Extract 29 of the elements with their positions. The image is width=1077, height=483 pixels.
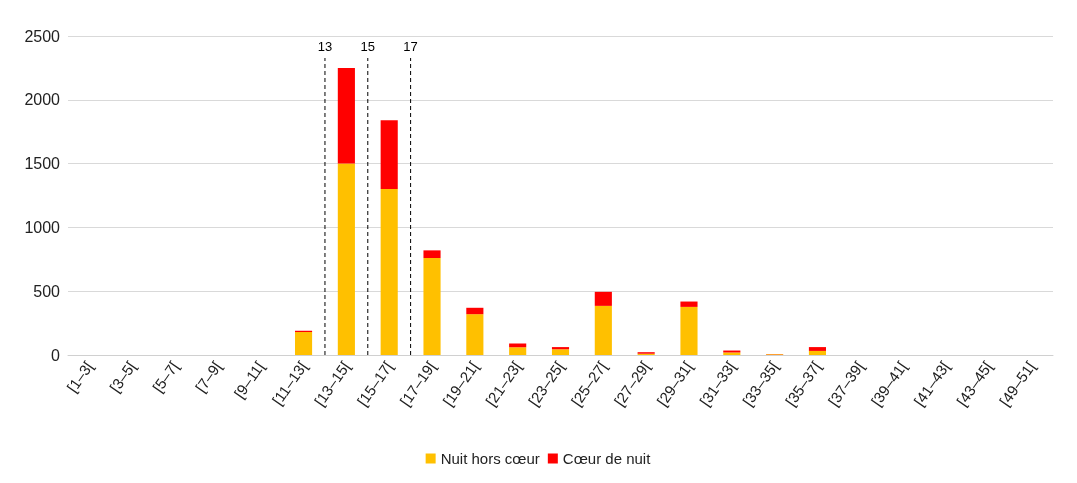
bar	[509, 347, 527, 355]
bar	[466, 307, 484, 315]
bar	[551, 349, 570, 355]
y-tick-label: 1000	[24, 218, 61, 236]
bar	[466, 314, 484, 355]
bar	[808, 350, 827, 355]
bar	[594, 291, 612, 306]
bar	[423, 258, 441, 355]
bar	[380, 120, 398, 190]
bar	[380, 189, 398, 355]
y-tick-label: 1500	[24, 155, 61, 173]
bar	[294, 332, 313, 355]
y-tick-label: 500	[33, 282, 61, 300]
bar	[423, 250, 441, 259]
bar	[337, 67, 355, 164]
ref-line-label: 15	[360, 39, 376, 54]
ref-line-label: 13	[317, 39, 333, 54]
y-tick-label: 2500	[24, 27, 61, 45]
legend-label: Nuit hors cœur	[440, 450, 540, 467]
bar	[337, 163, 355, 355]
bar	[551, 347, 570, 350]
bar	[680, 301, 698, 307]
ref-line-label: 17	[403, 39, 418, 54]
legend-label: Cœur de nuit	[562, 450, 652, 467]
bar	[680, 306, 698, 355]
y-tick-label: 0	[51, 346, 61, 364]
bar	[808, 347, 827, 351]
y-tick-label: 2000	[24, 91, 61, 109]
bar	[594, 305, 612, 355]
